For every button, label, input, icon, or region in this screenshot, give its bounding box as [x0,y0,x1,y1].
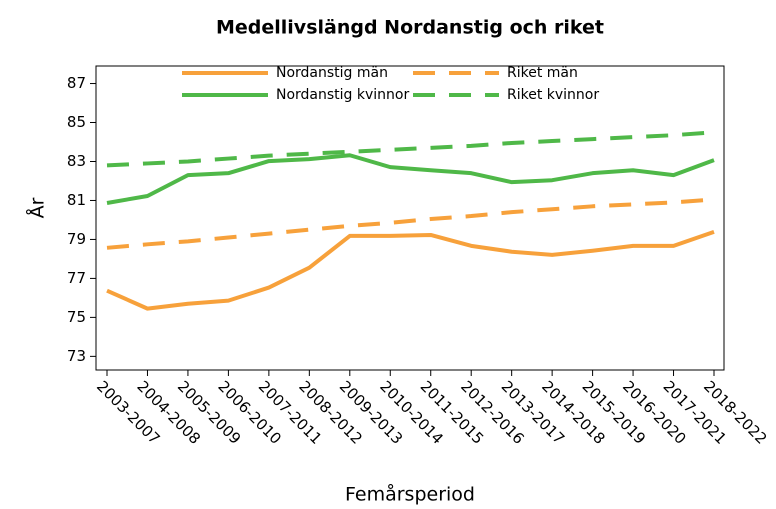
x-axis-label: Femårsperiod [345,483,475,506]
plot-frame [95,65,725,371]
y-tick-label: 77 [67,269,86,287]
y-tick-label: 81 [67,191,86,209]
series-line [106,229,715,311]
chart-title: Medellivslängd Nordanstig och riket [216,17,604,39]
y-tick-label: 79 [67,230,86,248]
series-line [106,153,715,205]
legend-label: Nordanstig kvinnor [276,87,409,103]
y-tick-label: 85 [67,113,86,131]
legend-label: Riket män [507,65,578,81]
series-line [106,197,715,250]
y-tick-label: 73 [67,347,86,365]
legend: Nordanstig män Riket män Nordanstig kvinno… [182,65,599,103]
y-tick-label: 83 [67,152,86,170]
legend-label: Nordanstig män [276,65,388,81]
y-tick-label: 87 [67,74,86,92]
legend-label: Riket kvinnor [507,87,599,103]
y-axis-label: År [26,197,49,218]
series-line [106,130,715,168]
y-tick-label: 75 [67,308,86,326]
